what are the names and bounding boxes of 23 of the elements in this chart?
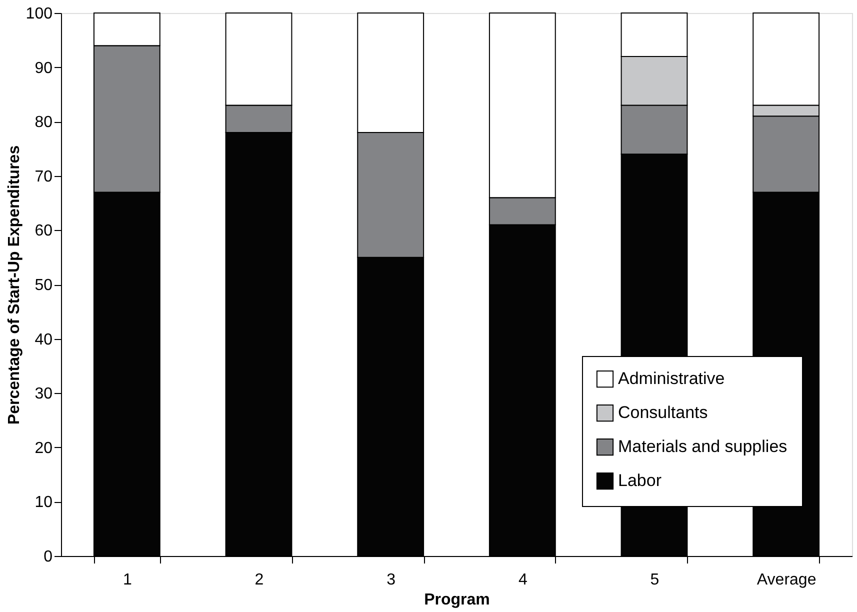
y-tick-label: 20 [34, 440, 53, 457]
y-tick-label: 80 [34, 114, 53, 132]
legend-label: Consultants [618, 403, 708, 422]
y-axis-title: Percentage of Start-Up Expenditures [6, 145, 23, 425]
y-tick-label: 40 [34, 331, 53, 348]
x-tick-label: 3 [386, 572, 396, 588]
y-tick-label: 30 [34, 386, 53, 403]
y-tick-label: 70 [34, 168, 53, 186]
y-tick-label: 60 [34, 222, 53, 240]
legend-label: Administrative [618, 369, 725, 388]
x-axis-title: Program [424, 592, 490, 608]
x-tick-label: Average [756, 572, 816, 588]
y-tick-label: 0 [44, 548, 53, 566]
x-tick-label: 5 [650, 572, 660, 588]
x-tick-label: 2 [254, 572, 264, 588]
y-tick-label: 100 [26, 6, 53, 22]
y-tick-label: 50 [34, 277, 53, 294]
legend-label: Materials and supplies [618, 437, 788, 456]
x-tick-label: 4 [518, 572, 528, 588]
y-tick-label: 90 [34, 60, 53, 77]
legend-label: Labor [618, 471, 662, 490]
x-tick-label: 1 [122, 572, 132, 588]
y-tick-label: 10 [34, 494, 53, 512]
